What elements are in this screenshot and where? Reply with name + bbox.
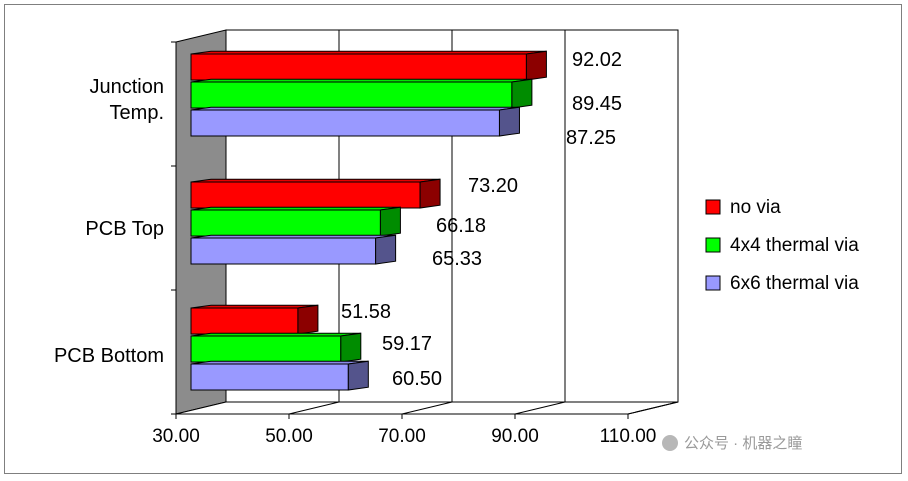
wechat-icon bbox=[662, 434, 678, 451]
bar-side-2-1 bbox=[340, 332, 362, 363]
floor-gridline bbox=[401, 401, 453, 415]
floor-gridline bbox=[288, 401, 340, 415]
floor-gridline bbox=[627, 401, 679, 415]
watermark-text: 公众号 · 机器之瞳 bbox=[684, 435, 803, 452]
x-tick-label: 70.00 bbox=[378, 426, 426, 447]
legend-label: 4x4 thermal via bbox=[730, 235, 859, 256]
bar-top-0-0 bbox=[190, 50, 547, 55]
bar-side-1-2 bbox=[375, 234, 397, 265]
x-tick-label: 110.00 bbox=[600, 426, 657, 447]
data-label: 92.02 bbox=[572, 49, 622, 71]
bar-1-2 bbox=[190, 237, 377, 265]
bar-top-2-2 bbox=[190, 360, 369, 365]
bar-top-0-2 bbox=[190, 106, 520, 111]
bar-side-0-1 bbox=[511, 78, 533, 109]
bar-2-2 bbox=[190, 363, 349, 391]
bar-top-1-0 bbox=[190, 178, 441, 183]
bar-side-1-0 bbox=[419, 178, 441, 209]
bar-side-1-1 bbox=[379, 206, 401, 237]
bar-top-1-2 bbox=[190, 234, 396, 239]
data-label: 89.45 bbox=[572, 93, 622, 115]
bar-1-0 bbox=[190, 181, 421, 209]
bar-top-0-1 bbox=[190, 78, 532, 83]
bar-1-1 bbox=[190, 209, 381, 237]
data-label: 73.20 bbox=[468, 175, 518, 197]
bar-0-0 bbox=[190, 53, 527, 81]
data-label: 60.50 bbox=[392, 368, 442, 390]
floor-gridline bbox=[514, 401, 566, 415]
legend-label: 6x6 thermal via bbox=[730, 273, 859, 294]
watermark: 公众号 · 机器之瞳 bbox=[662, 432, 802, 453]
x-tick-label: 30.00 bbox=[152, 426, 200, 447]
bar-0-1 bbox=[190, 81, 513, 109]
bar-top-2-1 bbox=[190, 332, 361, 337]
data-label: 51.58 bbox=[341, 301, 391, 323]
bar-top-1-1 bbox=[190, 206, 401, 211]
legend-swatch bbox=[705, 275, 721, 291]
x-tick-label: 90.00 bbox=[491, 426, 539, 447]
category-label: Temp. bbox=[110, 102, 164, 124]
bar-2-0 bbox=[190, 307, 299, 335]
category-label: PCB Top bbox=[85, 218, 164, 240]
category-label: Junction bbox=[90, 76, 165, 98]
data-label: 87.25 bbox=[566, 127, 616, 149]
bar-2-1 bbox=[190, 335, 342, 363]
category-label: PCB Bottom bbox=[54, 345, 164, 367]
bar-side-2-2 bbox=[347, 360, 369, 391]
legend-swatch bbox=[705, 199, 721, 215]
legend-label: no via bbox=[730, 197, 781, 218]
bar-side-0-0 bbox=[525, 50, 547, 81]
bar-side-0-2 bbox=[498, 106, 520, 137]
data-label: 59.17 bbox=[382, 333, 432, 355]
data-label: 65.33 bbox=[432, 248, 482, 270]
bar-side-2-0 bbox=[297, 304, 319, 335]
legend-swatch bbox=[705, 237, 721, 253]
bar-0-2 bbox=[190, 109, 500, 137]
x-tick-label: 50.00 bbox=[265, 426, 313, 447]
data-label: 66.18 bbox=[436, 215, 486, 237]
